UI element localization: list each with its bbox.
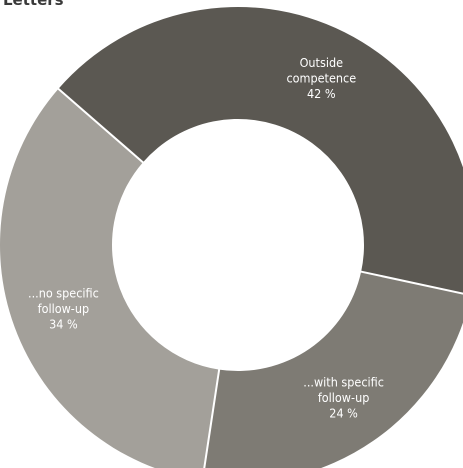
slice-label-3: ...no specific follow-up 34 % — [28, 286, 99, 332]
donut-slice-3 — [0, 88, 220, 468]
chart-title: Letters — [3, 0, 64, 9]
slice-label-2: ...with specific follow-up 24 % — [303, 375, 384, 421]
slice-separator-3 — [203, 368, 221, 468]
slice-label-1: Outside competence 42 % — [286, 55, 356, 101]
slice-separator-2 — [359, 270, 463, 295]
slice-separator-1 — [56, 86, 145, 164]
donut-slice-1 — [58, 7, 463, 294]
donut-slice-2 — [204, 271, 463, 468]
